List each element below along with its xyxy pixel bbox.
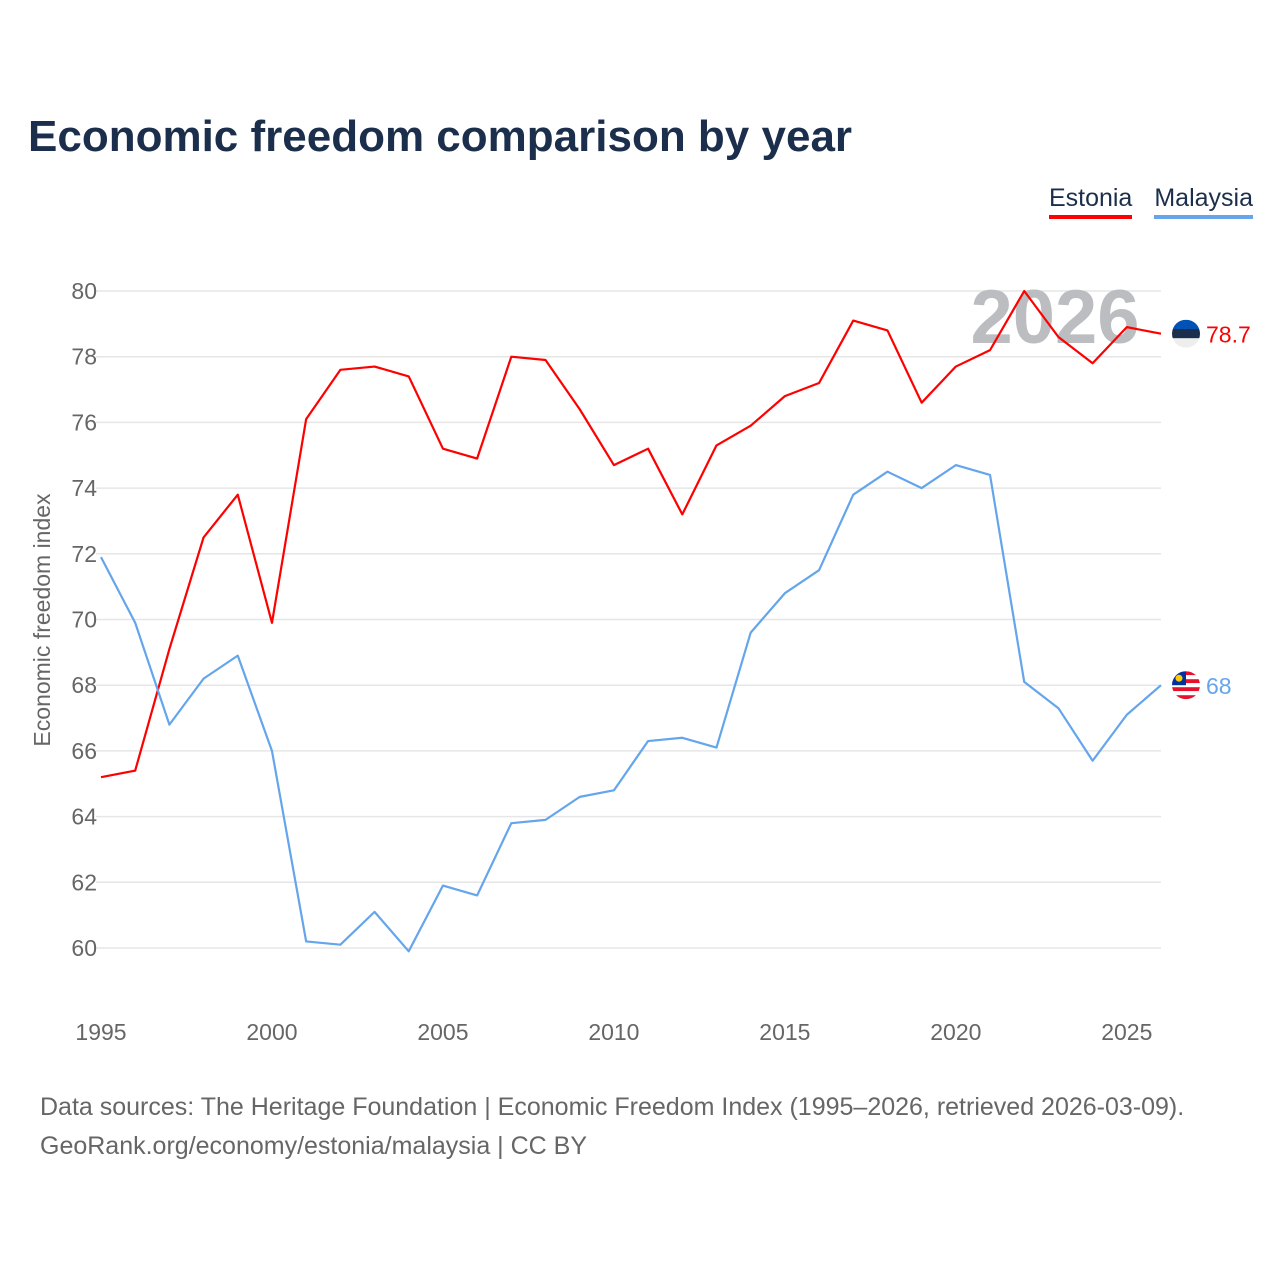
x-tick-2010: 2010 xyxy=(588,1019,639,1045)
y-tick-62: 62 xyxy=(71,869,97,895)
y-tick-64: 64 xyxy=(71,804,97,830)
chart-title: Economic freedom comparison by year xyxy=(28,112,853,161)
y-tick-66: 66 xyxy=(71,738,97,764)
x-tick-2025: 2025 xyxy=(1101,1019,1152,1045)
legend-malaysia[interactable]: Malaysia xyxy=(1154,184,1253,219)
source-line-2[interactable]: GeoRank.org/economy/estonia/malaysia | C… xyxy=(40,1132,588,1160)
legend: Estonia Malaysia xyxy=(1048,184,1253,219)
flag-icon-estonia xyxy=(1172,319,1200,348)
flag-icon-malaysia xyxy=(1172,671,1200,700)
y-tick-76: 76 xyxy=(71,409,97,435)
source-line-1: Data sources: The Heritage Foundation | … xyxy=(40,1093,1185,1121)
y-tick-70: 70 xyxy=(71,607,97,633)
legend-estonia[interactable]: Estonia xyxy=(1048,184,1133,219)
y-tick-60: 60 xyxy=(71,935,97,961)
series-line-estonia xyxy=(100,289,1162,779)
x-tick-2020: 2020 xyxy=(930,1019,981,1045)
source-note: Data sources: The Heritage Foundation | … xyxy=(40,1088,1184,1166)
year-watermark: 2026 xyxy=(970,275,1139,360)
y-tick-72: 72 xyxy=(71,541,97,567)
x-tick-1995: 1995 xyxy=(75,1019,126,1045)
end-label-estonia: 78.7 xyxy=(1206,322,1251,348)
y-axis-label: Economic freedom index xyxy=(29,493,55,747)
y-tick-80: 80 xyxy=(71,278,97,304)
end-label-malaysia: 68 xyxy=(1206,673,1232,699)
series-line-malaysia xyxy=(100,464,1162,953)
x-tick-2015: 2015 xyxy=(759,1019,810,1045)
x-tick-2005: 2005 xyxy=(417,1019,468,1045)
y-tick-78: 78 xyxy=(71,344,97,370)
y-tick-74: 74 xyxy=(71,475,97,501)
y-tick-68: 68 xyxy=(71,672,97,698)
x-tick-2000: 2000 xyxy=(246,1019,297,1045)
